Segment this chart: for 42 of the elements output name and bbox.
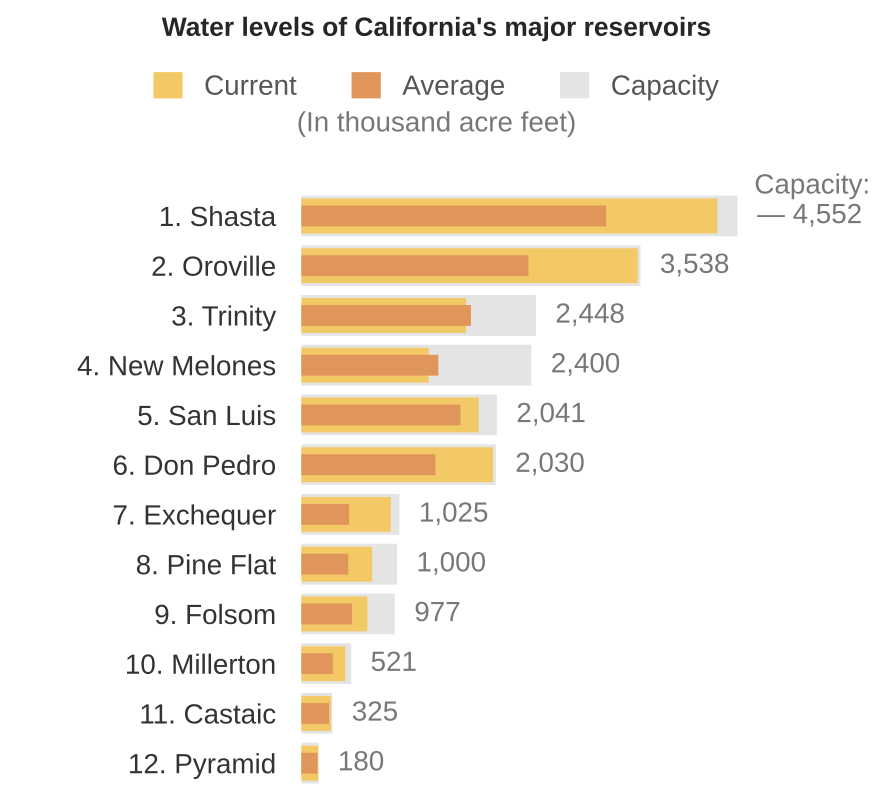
bar bbox=[301, 752, 318, 774]
y-tick-label: 7. Exchequer bbox=[114, 504, 276, 530]
data-label: 977 bbox=[416, 602, 460, 622]
y-tick-label: 5. San Luis bbox=[138, 404, 276, 426]
bar bbox=[301, 504, 350, 525]
chart-subtitle: (In thousand acre feet) bbox=[298, 111, 575, 138]
bar bbox=[301, 404, 460, 426]
data-label: 2,041 bbox=[518, 402, 584, 426]
data-label: 3,538 bbox=[660, 253, 728, 276]
bar bbox=[301, 653, 333, 674]
legend-label: Average bbox=[402, 76, 504, 100]
data-label: 521 bbox=[372, 651, 416, 672]
chart-title: Water levels of California's major reservoirs bbox=[162, 16, 710, 42]
data-label: 1,025 bbox=[421, 502, 488, 526]
y-tick-label: 6. Don Pedro bbox=[114, 454, 276, 476]
annotation: Capacity: bbox=[756, 173, 868, 200]
y-tick-label: 9. Folsom bbox=[156, 604, 274, 624]
legend-label: Capacity bbox=[612, 74, 719, 100]
y-tick-label: 3. Trinity bbox=[172, 305, 276, 332]
bar bbox=[301, 304, 471, 326]
data-label: 2,448 bbox=[556, 303, 624, 326]
bar bbox=[301, 554, 348, 575]
y-tick-label: 8. Pine Flat bbox=[136, 554, 276, 575]
data-label: 2,030 bbox=[516, 452, 584, 476]
y-tick-label: 12. Pyramid bbox=[130, 753, 274, 779]
legend-label: Current bbox=[206, 75, 297, 95]
y-tick-label: 1. Shasta bbox=[160, 206, 276, 226]
y-tick-label: 2. Oroville bbox=[152, 256, 275, 276]
bar bbox=[301, 603, 352, 624]
y-tick-label: 4. New Melones bbox=[78, 355, 276, 376]
bar bbox=[301, 205, 606, 226]
data-label: 325 bbox=[352, 701, 397, 721]
y-tick-label: 11. Castaic bbox=[141, 703, 276, 724]
data-label: — 4,552 bbox=[757, 204, 861, 227]
data-label: 180 bbox=[340, 750, 384, 771]
bar bbox=[301, 702, 329, 724]
bar bbox=[301, 454, 436, 476]
bar bbox=[301, 354, 438, 376]
data-label: 1,000 bbox=[418, 552, 485, 575]
bar bbox=[301, 255, 528, 276]
data-label: 2,400 bbox=[552, 352, 620, 376]
y-tick-label: 10. Millerton bbox=[127, 654, 274, 674]
